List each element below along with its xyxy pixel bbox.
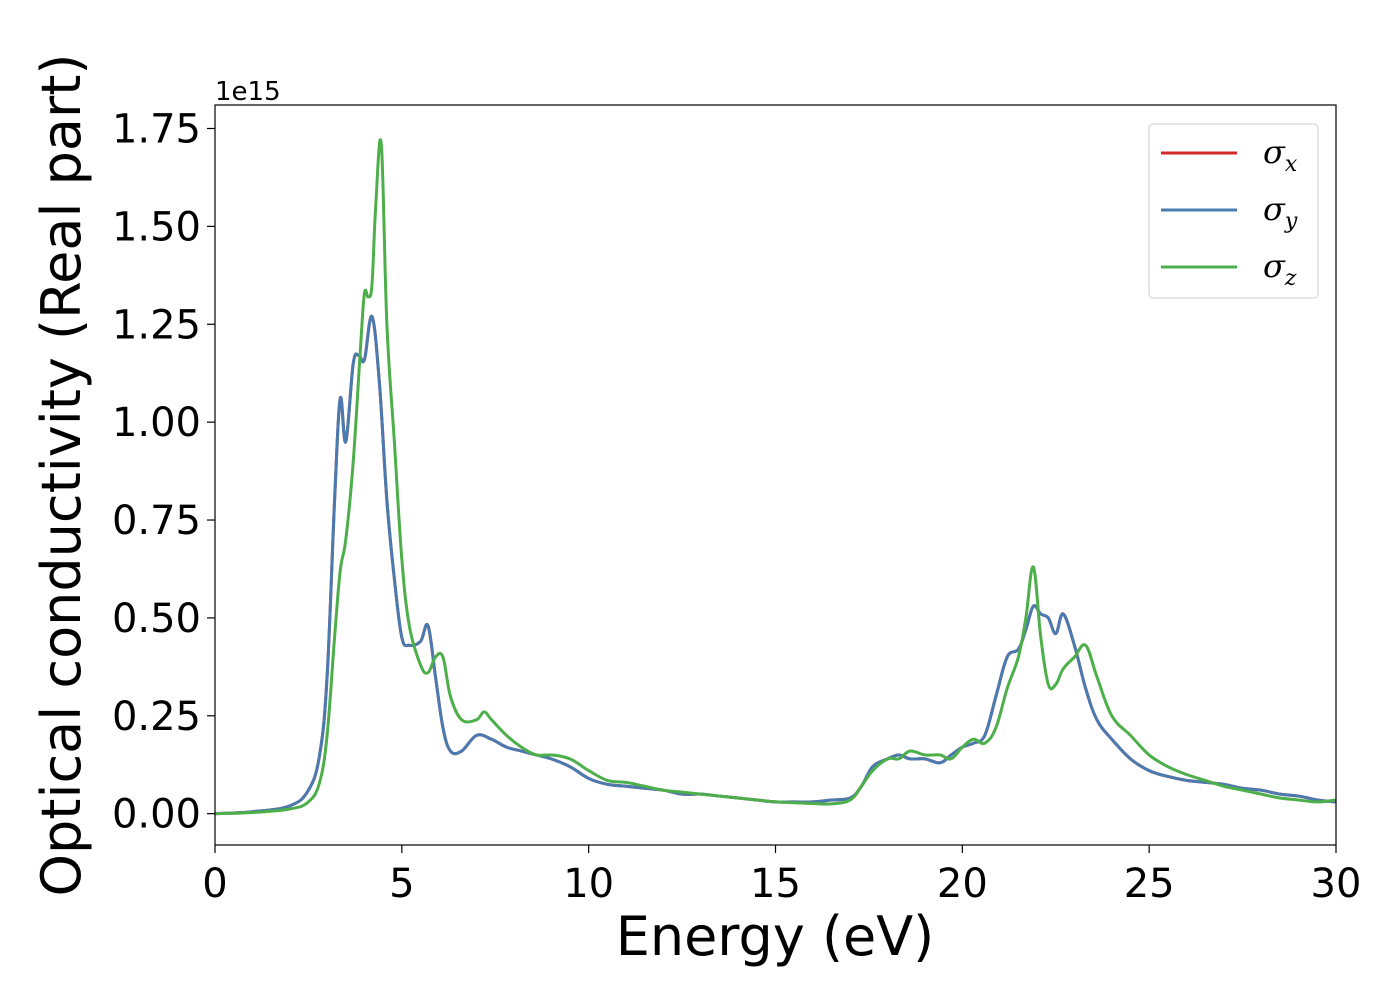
legend-label-sigma-x: σx [1263, 133, 1298, 177]
legend-label-sigma-y: σy [1263, 190, 1298, 234]
y-axis-label: Optical conductivity (Real part) [30, 54, 93, 897]
y-tick-label: 0.25 [112, 694, 201, 740]
x-tick-label: 0 [202, 861, 227, 907]
x-tick-label: 10 [563, 861, 614, 907]
legend-label-sigma-z: σz [1263, 247, 1297, 291]
y-axis-ticks: 0.00 0.25 0.50 0.75 1.00 1.25 1.50 1.75 [112, 106, 215, 838]
x-axis-label: Energy (eV) [616, 905, 935, 968]
y-tick-label: 0.75 [112, 498, 201, 544]
y-tick-label: 0.50 [112, 596, 201, 642]
x-tick-label: 15 [750, 861, 801, 907]
x-axis-ticks: 0 5 10 15 20 25 30 [202, 845, 1361, 907]
x-tick-label: 5 [389, 861, 414, 907]
y-tick-label: 1.50 [112, 204, 201, 250]
x-tick-label: 25 [1124, 861, 1175, 907]
legend: σx σy σz [1148, 123, 1319, 299]
x-tick-label: 30 [1311, 861, 1362, 907]
y-tick-label: 0.00 [112, 792, 201, 838]
x-tick-label: 20 [937, 861, 988, 907]
y-tick-label: 1.25 [112, 302, 201, 348]
y-offset-label: 1e15 [215, 77, 281, 107]
y-tick-label: 1.00 [112, 400, 201, 446]
series-line-sigma-z [215, 138, 1336, 816]
y-tick-label: 1.75 [112, 106, 201, 152]
series-layer [215, 138, 1336, 816]
